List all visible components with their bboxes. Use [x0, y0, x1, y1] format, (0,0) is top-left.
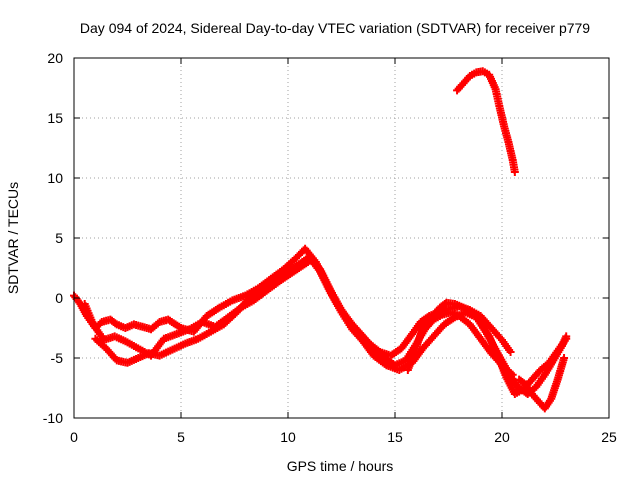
x-axis-label: GPS time / hours	[287, 458, 394, 474]
data-point	[562, 332, 571, 341]
y-tick-label: 20	[47, 50, 63, 66]
series-track-e	[485, 332, 571, 398]
x-tick-label: 20	[494, 429, 510, 445]
y-axis-label: SDTVAR / TECUs	[5, 182, 21, 294]
series-track-g	[453, 67, 519, 176]
x-tick-label: 15	[387, 429, 403, 445]
x-tick-label: 5	[177, 429, 185, 445]
y-tick-label: 5	[55, 230, 63, 246]
x-tick-label: 25	[601, 429, 617, 445]
data-point	[506, 348, 515, 356]
y-tick-label: -10	[43, 410, 63, 426]
y-tick-label: 10	[47, 170, 63, 186]
x-tick-label: 0	[70, 429, 78, 445]
y-tick-label: -5	[51, 350, 64, 366]
data-marks	[70, 67, 571, 413]
chart-title: Day 094 of 2024, Sidereal Day-to-day VTE…	[80, 20, 590, 36]
series-track-f	[515, 354, 569, 413]
x-tick-label: 10	[280, 429, 296, 445]
y-tick-label: 15	[47, 110, 63, 126]
axis-ticks: 0 5 10 15 20 25 -10 -5 0 5 10 15 20	[43, 50, 617, 445]
data-point	[510, 168, 519, 176]
y-tick-label: 0	[55, 290, 63, 306]
data-point	[560, 354, 569, 362]
grid-lines	[74, 58, 609, 418]
